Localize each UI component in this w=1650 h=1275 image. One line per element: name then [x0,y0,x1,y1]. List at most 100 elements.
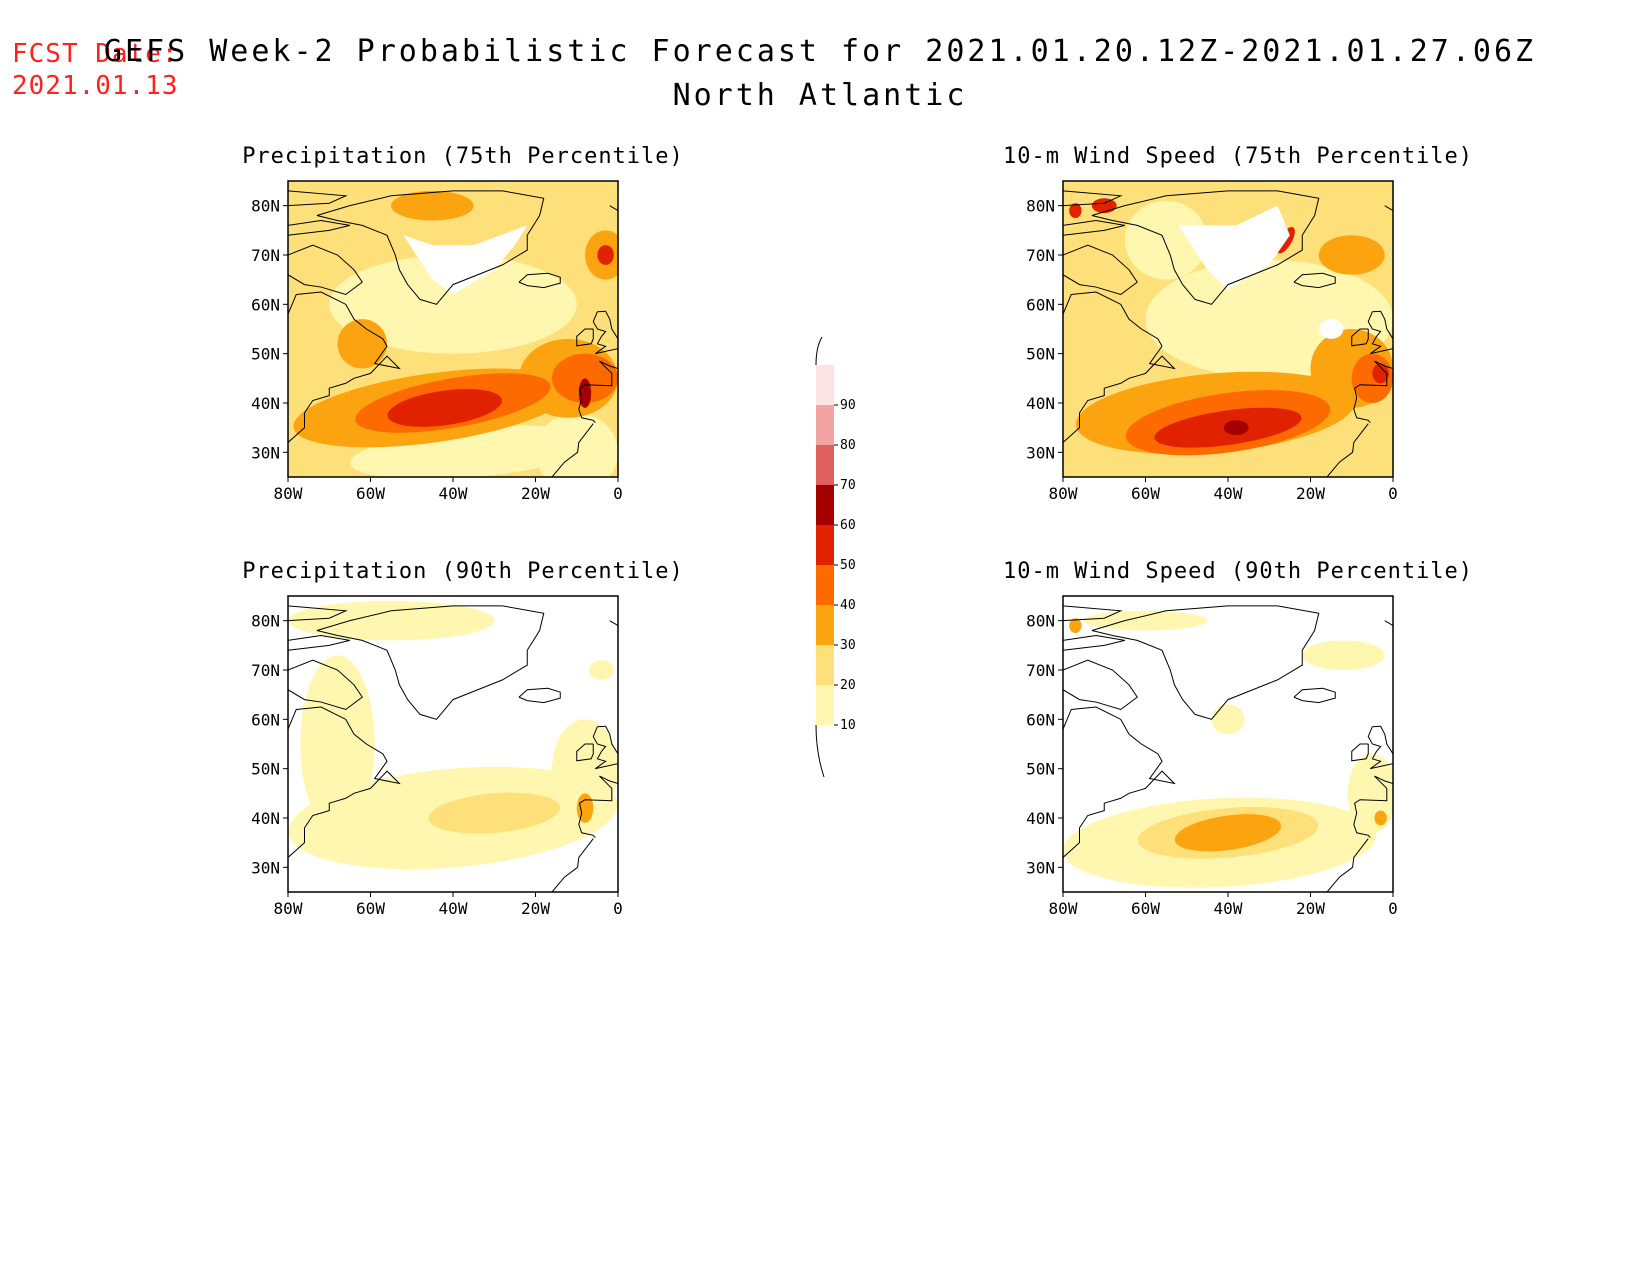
coastline [1384,620,1393,627]
shade-10-20 [1211,704,1245,735]
forecast-date-label: FCST Date: [12,39,179,69]
shade-10-20 [552,719,618,818]
coastline [1326,423,1369,477]
lon-label: 60W [356,899,385,918]
shading-layer [288,596,618,892]
coastline [1063,190,1123,207]
colorbar-label: 40 [840,598,856,613]
coastline [1351,743,1369,762]
lat-label: 40N [251,809,280,828]
colorbar-swatch [816,685,834,725]
coastline [288,291,401,443]
coastline [551,423,594,477]
colorbar-swatch [816,605,834,645]
shade-10-20 [1124,200,1208,280]
lon-label: 20W [521,484,550,503]
panel-title: 10-m Wind Speed (75th Percentile) [1003,144,1473,169]
lat-label: 60N [251,710,280,729]
shading-layer [1063,181,1393,477]
coastline [609,620,618,627]
coastline [609,205,618,212]
coastline [288,244,363,296]
colorbar-swatch [816,525,834,565]
coastline [578,360,618,424]
shade-50-60 [597,245,614,265]
coastline [592,310,618,355]
colorbar-swatch [816,565,834,605]
shade-30-40 [576,793,594,823]
lon-label: 80W [274,899,303,918]
colorbar-swatch [816,485,834,525]
shade-10-20 [300,655,375,833]
lon-label: 20W [521,899,550,918]
shade-below-10 [1178,205,1290,290]
lon-label: 0 [613,899,623,918]
colorbar-label: 70 [840,478,856,493]
lon-label: 80W [1049,899,1078,918]
coastline [288,190,348,207]
lon-label: 20W [1296,484,1325,503]
coastline [288,219,350,236]
map-panel-precip-90: Precipitation (90th Percentile) 80W 60W 40W… [242,559,683,918]
colorbar-swatch [816,445,834,485]
lat-label: 80N [1026,197,1055,216]
coastline [1351,328,1369,347]
colorbar-swatch [816,365,834,405]
lat-label: 60N [1026,710,1055,729]
shade-10-20 [1083,610,1208,631]
coastline [576,328,594,347]
shade-60-70 [578,378,592,408]
colorbar-label: 30 [840,638,856,653]
shade-10-20 [1302,640,1385,670]
colorbar: 10 20 30 40 50 60 70 80 90 [815,336,856,778]
lat-label: 80N [251,197,280,216]
lat-label: 30N [1026,858,1055,877]
coastline [1326,838,1369,892]
coastline [1063,605,1123,622]
lon-label: 20W [1296,899,1325,918]
coastline [288,659,363,711]
shading-layer [1063,596,1393,892]
lat-label: 60N [1026,295,1055,314]
lon-label: 60W [1131,899,1160,918]
lon-label: 80W [274,484,303,503]
lon-label: 60W [356,484,385,503]
panel-title: 10-m Wind Speed (90th Percentile) [1003,559,1473,584]
coastline-layer [1063,190,1393,477]
coastline [1063,219,1125,236]
shade-30-40 [391,190,474,221]
shade-50-60 [387,389,502,427]
lat-label: 80N [251,612,280,631]
shade-30-40 [1174,814,1282,852]
shade-50-60 [1372,363,1389,384]
coastline [1367,725,1393,770]
colorbar-swatch [816,645,834,685]
lon-label: 0 [1388,899,1398,918]
coastline [1063,659,1138,711]
lat-label: 50N [1026,760,1055,779]
coastline [1384,205,1393,212]
colorbar-label: 60 [840,518,856,533]
map-panel-wind-90: 10-m Wind Speed (90th Percentile) 80W 60W 4… [1003,559,1472,918]
forecast-date-value: 2021.01.13 [12,71,179,101]
lat-label: 30N [1026,443,1055,462]
lon-label: 80W [1049,484,1078,503]
coastline [518,272,561,289]
lat-label: 70N [251,661,280,680]
coastline [1353,775,1393,839]
coastline [1063,634,1125,651]
lat-label: 40N [1026,394,1055,413]
colorbar-label: 10 [840,718,856,733]
lon-label: 40W [1214,484,1243,503]
region-subtitle: North Atlantic [672,78,968,113]
lon-label: 40W [1214,899,1243,918]
lat-label: 50N [251,345,280,364]
shade-50-60 [1069,203,1082,218]
map-panel-precip-75: Precipitation (75th Percentile) 80W 60W 40W… [242,144,683,503]
shade-30-40 [1069,618,1082,633]
colorbar-label: 80 [840,438,856,453]
coastline-layer [288,190,618,477]
lat-label: 30N [251,858,280,877]
shade-40-50 [552,353,618,403]
coastline [592,725,618,770]
